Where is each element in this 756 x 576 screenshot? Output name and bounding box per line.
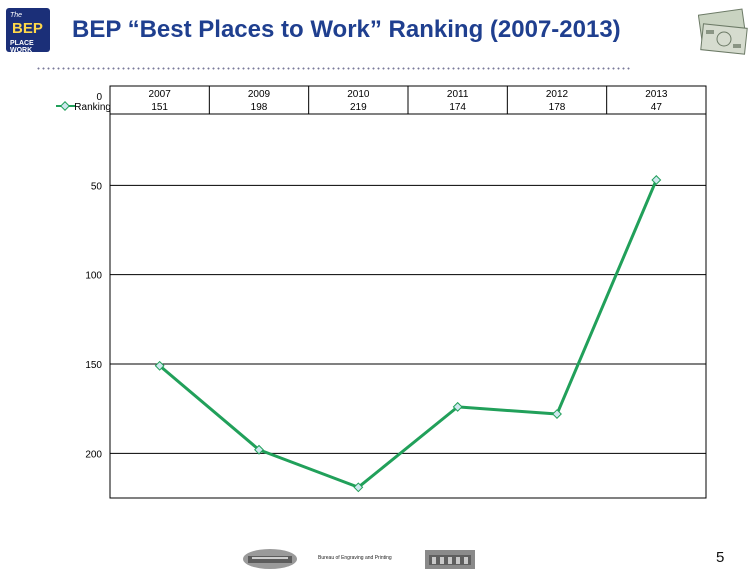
title-divider [36,67,630,70]
bep-logo: The BEP PLACE WORK [6,8,50,54]
y-tick-label: 100 [85,271,102,282]
table-value-label: 219 [350,102,367,113]
x-tick-label: 2012 [546,89,569,100]
slide-title: BEP “Best Places to Work” Ranking (2007-… [72,16,621,43]
data-point-2010 [353,482,364,493]
table-value-label: 198 [251,102,268,113]
legend-label: Ranking [74,102,111,113]
logo-line-3: PLACE WORK [10,40,34,54]
y-tick-label: 50 [91,181,103,192]
table-value-label: 151 [151,102,168,113]
currency-image [698,8,748,55]
footer-text: Bureau of Engraving and Printing [318,555,392,561]
x-tick-label: 2010 [347,89,370,100]
building-image-2 [425,550,475,569]
table-value-label: 174 [449,102,466,113]
data-point-2009 [254,444,264,455]
table-value-label: 47 [651,102,663,113]
x-tick-label: 2011 [447,89,469,100]
x-tick-label: 2013 [645,89,668,100]
table-value-label: 178 [549,102,566,113]
logo-line-1: The [10,12,23,19]
data-point-2013 [651,175,662,185]
data-point-2011 [452,401,463,412]
x-tick-label: 2009 [248,89,271,100]
y-tick-label: 200 [85,449,102,460]
data-point-2007 [154,360,165,371]
logo-line-2: BEP [12,20,43,37]
page-number: 5 [716,549,725,566]
series-line-ranking [158,179,658,489]
data-point-2012 [552,409,562,419]
y-tick-label: 0 [96,92,102,103]
plot-frame [109,85,707,499]
building-image [243,549,297,569]
legend-marker [60,101,70,111]
y-tick-label: 150 [85,360,102,371]
x-tick-label: 2007 [149,89,172,100]
